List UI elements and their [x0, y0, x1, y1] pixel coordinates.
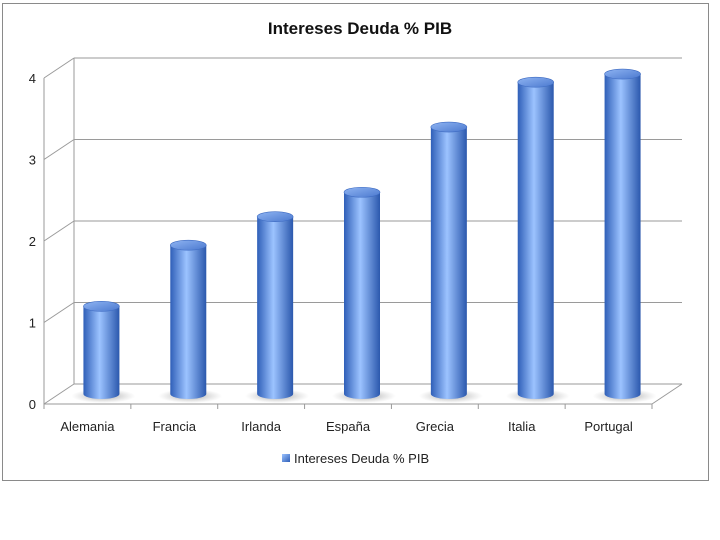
gridline-side: [43, 383, 75, 405]
legend: Intereses Deuda % PIB: [282, 451, 429, 466]
bar-grecia: [418, 121, 483, 403]
x-axis-labels: Alemania Francia Irlanda España Grecia Italia…: [60, 419, 633, 434]
gridline-side: [43, 302, 75, 323]
x-tick-label: Portugal: [584, 419, 633, 434]
bar-top: [169, 239, 207, 251]
bar-top: [517, 76, 555, 88]
y-tick-label: 0: [29, 397, 36, 412]
bar-italia: [505, 76, 570, 403]
gridline-side: [43, 57, 75, 79]
bar-body: [430, 127, 467, 400]
bar-body: [257, 216, 294, 399]
x-tick-label: Irlanda: [241, 419, 282, 434]
bar-top: [83, 301, 120, 312]
bar-body: [83, 306, 120, 399]
bar-francia: [158, 239, 223, 403]
x-tick-label: España: [326, 419, 371, 434]
x-tick-label: Italia: [508, 419, 536, 434]
bar-españa: [332, 186, 396, 403]
bar-top: [604, 68, 641, 80]
legend-swatch: [282, 454, 290, 462]
x-tick-label: Francia: [153, 419, 197, 434]
x-tick-label: Alemania: [60, 419, 115, 434]
legend-label: Intereses Deuda % PIB: [294, 451, 429, 466]
gridline-side: [43, 220, 75, 242]
bar-body: [344, 192, 380, 399]
bar-body: [517, 82, 554, 399]
y-tick-label: 1: [29, 316, 36, 331]
chart-title: Intereses Deuda % PIB: [268, 19, 452, 38]
bar-top: [343, 186, 381, 198]
y-tick-label: 3: [29, 153, 36, 168]
bar-top: [256, 211, 294, 222]
y-tick-label: 4: [29, 71, 36, 86]
bar-body: [170, 245, 207, 399]
bar-top: [430, 121, 468, 133]
y-axis-ticks: 0 1 2 3 4: [29, 71, 36, 412]
bar-irlanda: [245, 211, 310, 403]
bar-body: [604, 74, 641, 399]
gridline-side: [43, 139, 75, 160]
floor-edge: [651, 383, 683, 405]
bar-alemania: [71, 301, 136, 403]
x-tick-label: Grecia: [416, 419, 455, 434]
y-tick-label: 2: [29, 234, 36, 249]
bars: [71, 68, 657, 403]
bar-portugal: [592, 68, 657, 403]
